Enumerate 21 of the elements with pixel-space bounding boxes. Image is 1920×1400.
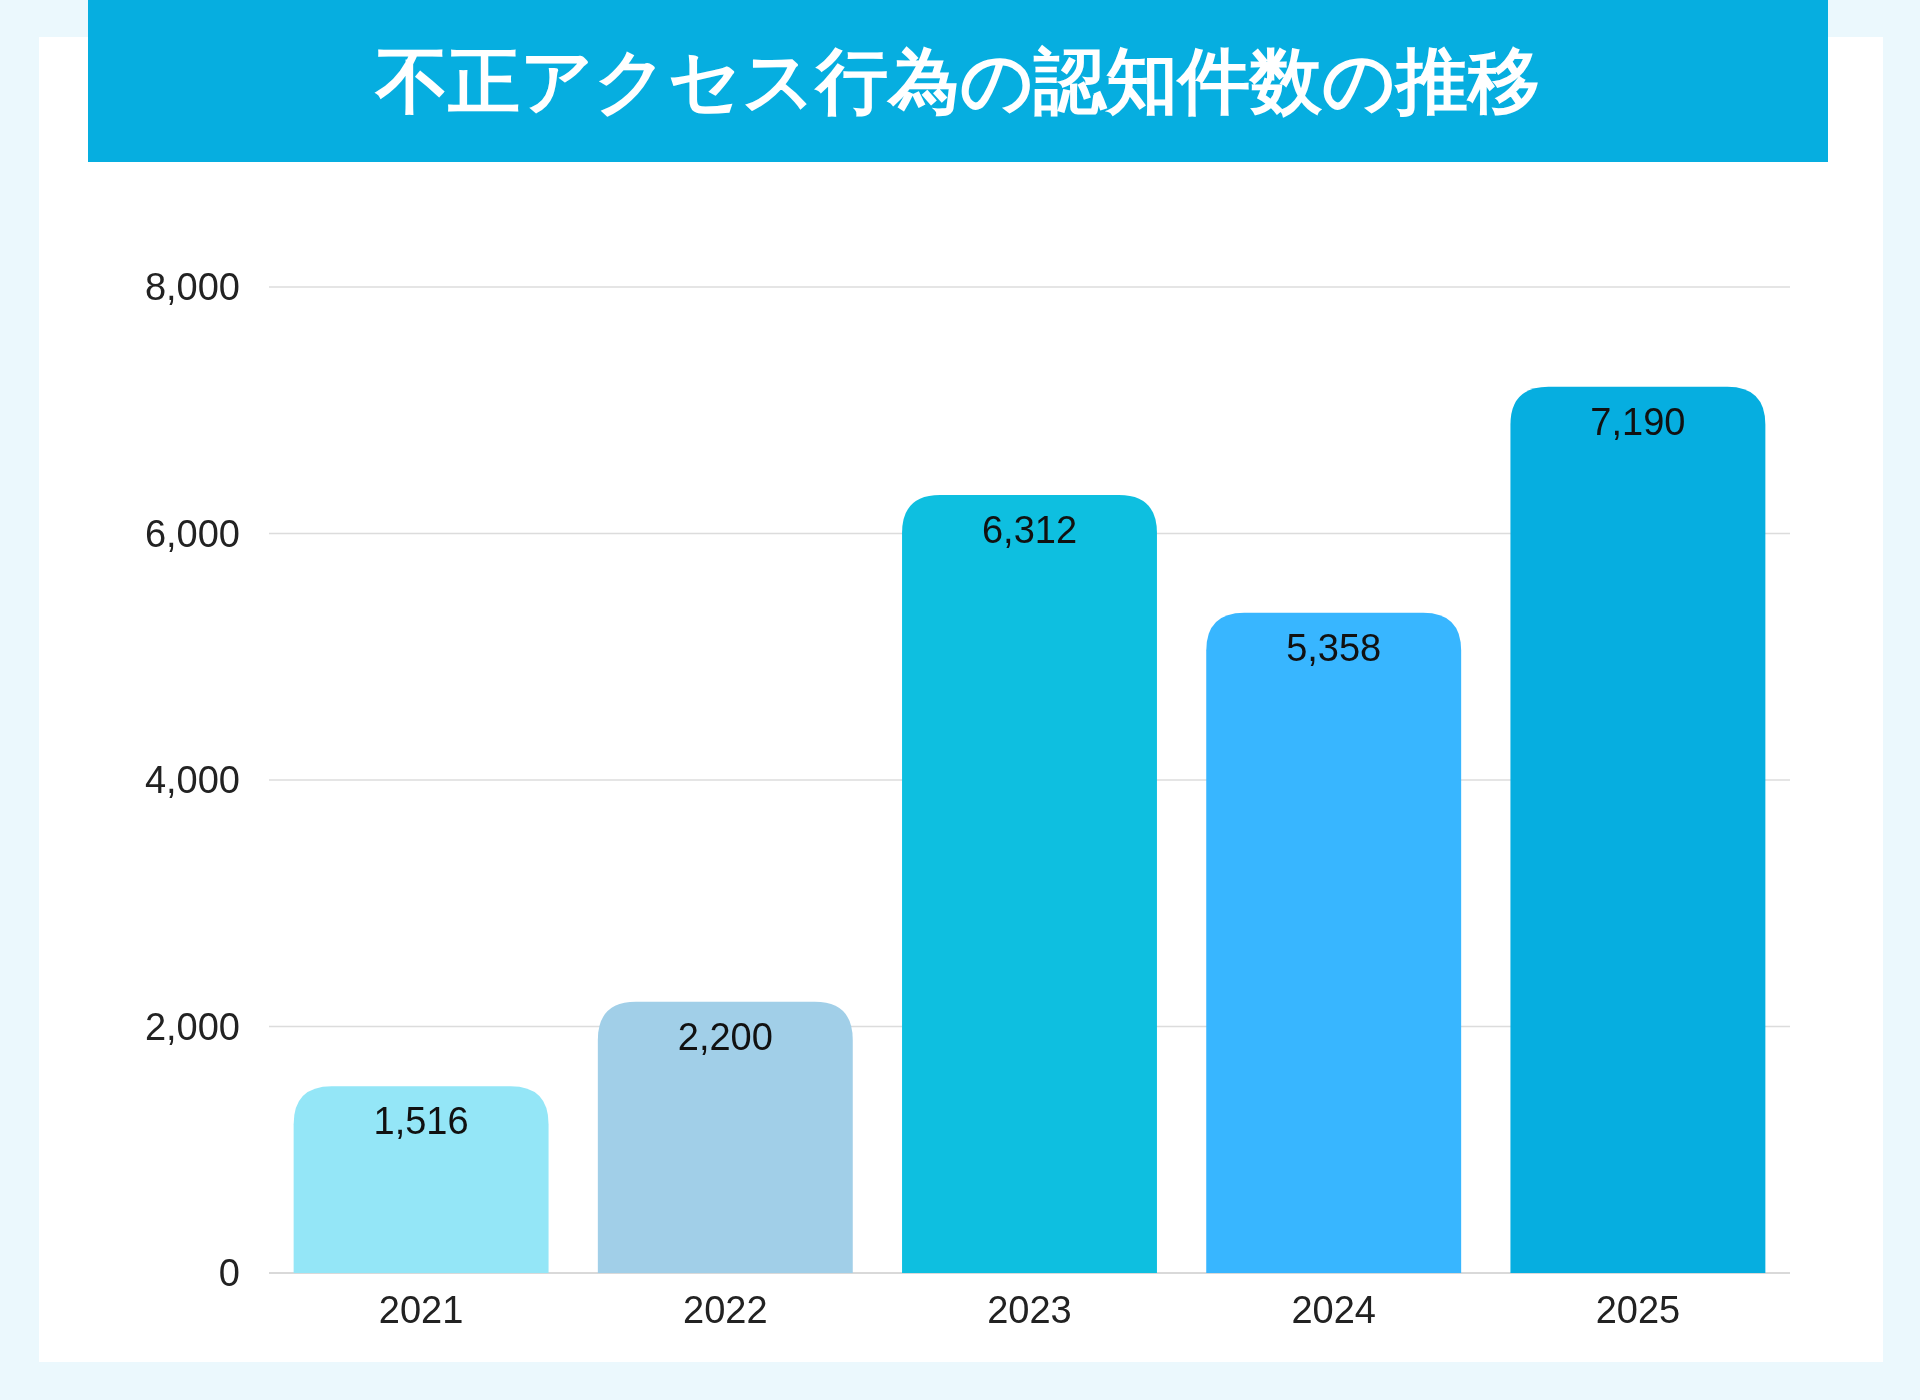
x-tick-label: 2021: [378, 1289, 464, 1331]
y-tick-label: 2,000: [144, 1005, 240, 1048]
bar: [293, 1086, 549, 1273]
bar: [1510, 386, 1766, 1273]
data-label: 7,190: [1590, 400, 1686, 443]
data-label: 6,312: [981, 509, 1078, 552]
y-tick-label: 8,000: [144, 266, 240, 308]
chart-title: 不正アクセス行為の認知件数の推移: [374, 41, 1540, 121]
y-tick-label: 6,000: [144, 512, 240, 555]
y-tick-label: 0: [218, 1252, 240, 1294]
x-tick-label: 2024: [1291, 1289, 1376, 1331]
bar: [1206, 612, 1462, 1273]
x-tick-label: 2025: [1595, 1289, 1681, 1331]
bar: [597, 1001, 853, 1273]
data-label: 1,516: [373, 1100, 469, 1143]
x-tick-label: 2022: [683, 1289, 768, 1331]
y-tick-label: 4,000: [144, 759, 240, 801]
x-tick-label: 2023: [987, 1289, 1072, 1331]
bar: [902, 495, 1157, 1273]
data-label: 5,358: [1286, 626, 1382, 669]
data-label: 2,200: [677, 1015, 773, 1058]
